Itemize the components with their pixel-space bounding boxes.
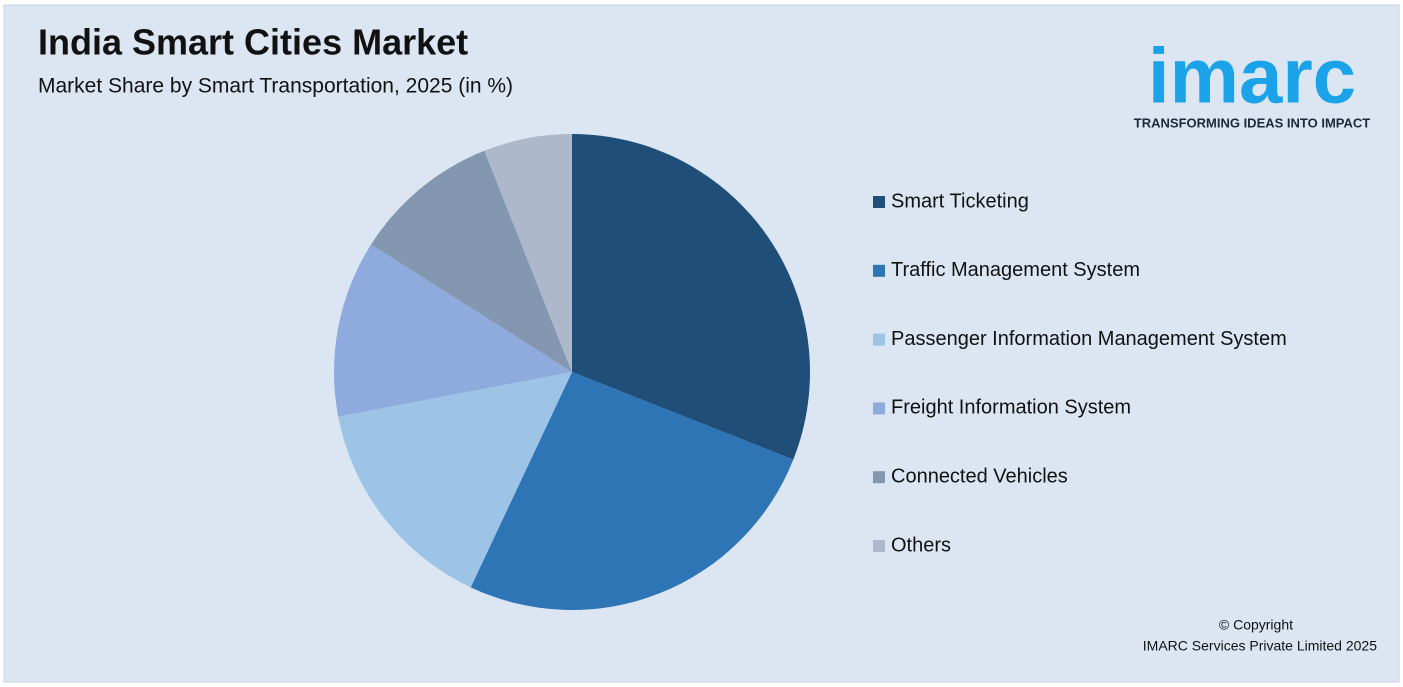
legend-label: Connected Vehicles (891, 465, 1068, 487)
copyright: IMARC Services Private Limited 2025 (1143, 638, 1377, 654)
logo: imarc (1148, 32, 1356, 120)
legend-label: Freight Information System (891, 397, 1131, 419)
legend-label: Traffic Management System (891, 259, 1140, 281)
pie-slice (484, 134, 572, 372)
pie-slice (371, 150, 572, 372)
legend-swatch (873, 402, 885, 415)
pie-slice (572, 134, 810, 460)
copyright: © Copyright (1219, 617, 1293, 633)
chart-subtitle: Market Share by Smart Transportation, 20… (38, 75, 513, 98)
legend-swatch (873, 196, 885, 208)
legend-swatch (873, 540, 885, 552)
logo-tagline: TRANSFORMING IDEAS INTO IMPACT (1134, 115, 1370, 130)
legend-swatch (873, 264, 885, 277)
pie-slice (470, 372, 794, 610)
legend-label: Smart Ticketing (891, 190, 1029, 212)
pie-slice (334, 244, 572, 417)
chart-title: India Smart Cities Market (38, 22, 468, 63)
legend-swatch (873, 333, 885, 346)
legend-label: Others (891, 534, 951, 556)
legend-label: Passenger Information Management System (891, 328, 1287, 350)
legend-swatch (873, 471, 885, 484)
pie-slice (338, 372, 572, 588)
